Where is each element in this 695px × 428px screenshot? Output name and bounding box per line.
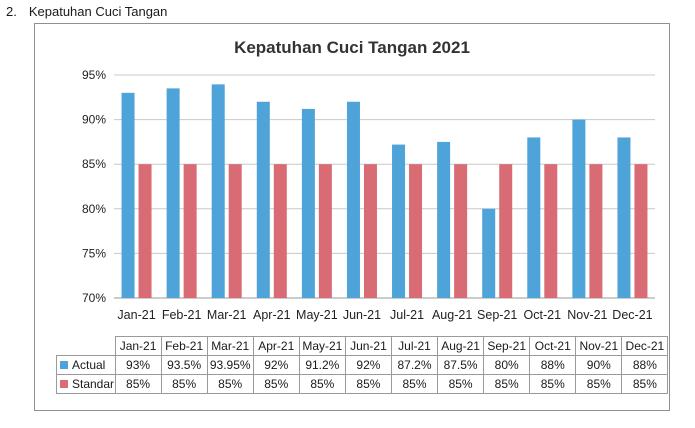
bar-actual <box>572 119 586 298</box>
x-category-label: Sep-21 <box>477 308 517 322</box>
table-header-cell: Nov-21 <box>575 336 623 356</box>
y-tick-label: 90% <box>82 113 106 127</box>
table-cell: 85% <box>160 374 208 394</box>
bar-standar <box>138 164 152 298</box>
y-tick-label: 85% <box>82 157 106 171</box>
bar-standar <box>363 164 377 298</box>
table-cell: 85% <box>390 374 439 394</box>
x-category-label: Jul-21 <box>390 308 424 322</box>
bar-standar <box>634 164 648 298</box>
table-header-cell: Jan-21 <box>114 336 162 356</box>
y-tick-label: 80% <box>82 202 106 216</box>
table-cell: 88% <box>621 355 669 375</box>
x-category-label: May-21 <box>296 308 338 322</box>
bar-standar <box>544 164 558 298</box>
series-legend-cell: Actual <box>56 355 116 375</box>
table-cell: 87.5% <box>437 355 485 375</box>
x-category-label: Aug-21 <box>432 308 472 322</box>
legend-swatch <box>60 361 68 369</box>
table-cell: 92% <box>252 355 300 375</box>
table-header-row: Jan-21 Feb-21 Mar-21 Apr-21 May-21 Jun-21 Jul-… <box>56 336 669 356</box>
table-header-cell: May-21 <box>298 336 346 356</box>
bar-standar <box>318 164 332 298</box>
chart-frame: Kepatuhan Cuci Tangan 2021 70% 75% 80% 85% 9… <box>34 23 670 411</box>
bar-actual <box>121 92 135 298</box>
table-cell: 91.2% <box>298 355 346 375</box>
bar-actual <box>527 137 541 298</box>
table-header-cell: Mar-21 <box>206 336 254 356</box>
table-cell: 85% <box>344 374 392 394</box>
series-legend-cell: Standar <box>56 374 116 394</box>
bar-standar <box>183 164 197 298</box>
table-cell: 93.5% <box>160 355 208 375</box>
table-cell: 93.95% <box>206 355 254 375</box>
x-category-label: Feb-21 <box>162 308 202 322</box>
table-cell: 85% <box>114 374 162 394</box>
table-cell: 85% <box>529 374 577 394</box>
table-row: Standar 85% 85% 85% 85% 85% 85% 85% 85% 85% 85% 85%… <box>56 374 669 394</box>
table-cell: 92% <box>344 355 392 375</box>
x-category-label: Jan-21 <box>117 308 155 322</box>
bar-actual <box>211 84 225 298</box>
x-category-label: Mar-21 <box>207 308 247 322</box>
table-cell: 85% <box>483 374 531 394</box>
table-header-cell: Apr-21 <box>252 336 300 356</box>
y-tick-label: 75% <box>82 246 106 260</box>
bar-actual <box>166 88 180 298</box>
bar-standar <box>228 164 242 298</box>
table-cell: 93% <box>114 355 162 375</box>
x-category-label: Oct-21 <box>524 308 562 322</box>
table-header-cell: Jun-21 <box>344 336 392 356</box>
series-name: Standar <box>72 377 115 391</box>
chart-plot: 70% 75% 80% 85% 90% 95% Jan-21 Feb-21 Mar-21 Apr-… <box>82 68 655 322</box>
y-tick-label: 70% <box>82 291 106 305</box>
bar-standar <box>273 164 287 298</box>
bar-actual <box>617 137 631 298</box>
bar-standar <box>409 164 423 298</box>
x-category-label: Dec-21 <box>612 308 652 322</box>
bar-actual <box>301 108 315 298</box>
section-title: Kepatuhan Cuci Tangan <box>28 4 168 19</box>
table-cell: 80% <box>483 355 531 375</box>
table-header-cell: Jul-21 <box>390 336 439 356</box>
table-corner <box>56 336 116 356</box>
section-number: 2. <box>6 4 17 19</box>
table-header-cell: Feb-21 <box>160 336 208 356</box>
bar-actual <box>346 101 360 298</box>
table-cell: 85% <box>575 374 623 394</box>
chart-title: Kepatuhan Cuci Tangan 2021 <box>234 38 470 57</box>
bar-actual <box>256 101 270 298</box>
x-category-label: Apr-21 <box>253 308 291 322</box>
bar-actual <box>482 208 496 298</box>
bar-actual <box>437 141 451 298</box>
table-cell: 85% <box>437 374 485 394</box>
bar-standar <box>499 164 513 298</box>
table-cell: 85% <box>206 374 254 394</box>
x-category-label: Jun-21 <box>343 308 381 322</box>
table-cell: 90% <box>575 355 623 375</box>
bar-actual <box>392 144 406 298</box>
table-cell: 87.2% <box>390 355 439 375</box>
table-header-cell: Dec-21 <box>621 336 669 356</box>
table-cell: 85% <box>621 374 669 394</box>
series-name: Actual <box>72 358 106 372</box>
table-header-cell: Oct-21 <box>529 336 577 356</box>
section-heading: 2. Kepatuhan Cuci Tangan <box>6 4 167 19</box>
y-tick-label: 95% <box>82 68 106 82</box>
table-cell: 88% <box>529 355 577 375</box>
legend-swatch <box>60 380 68 388</box>
table-row: Actual 93% 93.5% 93.95% 92% 91.2% 92% 87.2% 87.5… <box>56 355 669 375</box>
table-header-cell: Aug-21 <box>437 336 485 356</box>
x-category-label: Nov-21 <box>567 308 607 322</box>
bar-standar <box>589 164 603 298</box>
table-cell: 85% <box>252 374 300 394</box>
data-table: Jan-21 Feb-21 Mar-21 Apr-21 May-21 Jun-21 Jul-… <box>56 336 669 394</box>
bar-standar <box>454 164 468 298</box>
table-cell: 85% <box>298 374 346 394</box>
table-header-cell: Sep-21 <box>483 336 531 356</box>
